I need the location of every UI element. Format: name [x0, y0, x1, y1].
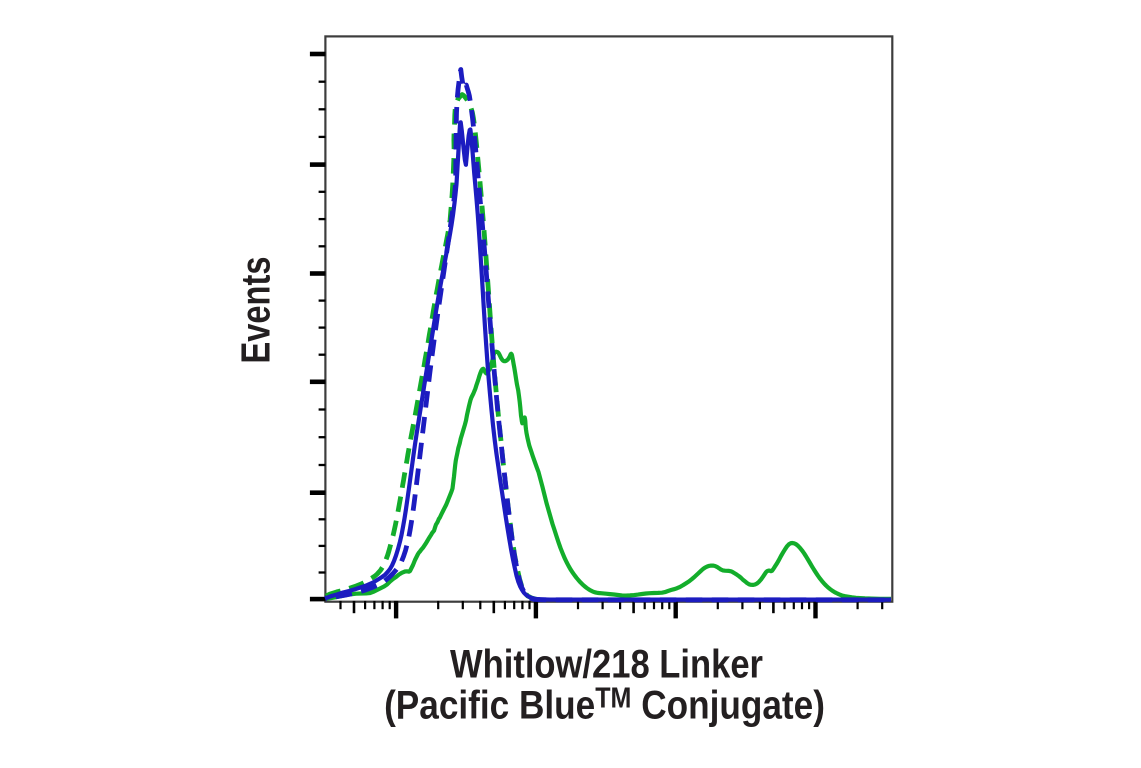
- svg-text:Events: Events: [233, 257, 279, 364]
- svg-text:Whitlow/218 Linker: Whitlow/218 Linker: [450, 642, 763, 686]
